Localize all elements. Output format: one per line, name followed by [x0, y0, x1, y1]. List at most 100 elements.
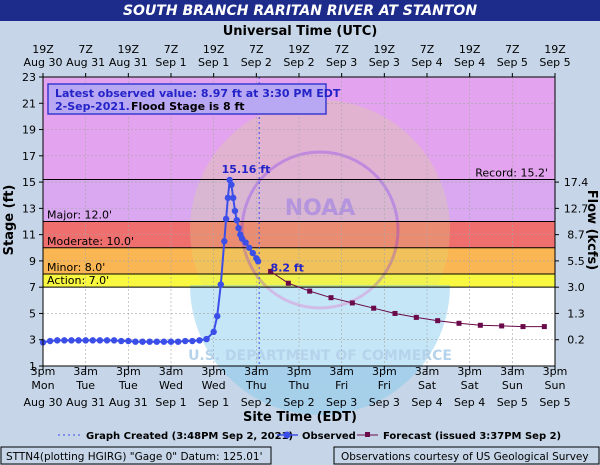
top-tick-time: 7Z: [420, 43, 435, 56]
observed-point: [224, 194, 232, 202]
observed-point: [222, 215, 230, 223]
bottom-tick-date: Sep 1: [155, 396, 186, 409]
right-axis-ticks: 0.2 1.3 3.0 5.5 8.7 12.7 17.4: [555, 176, 588, 347]
observed-point: [125, 337, 132, 345]
threshold-label: Action: 7.0': [47, 274, 109, 287]
bottom-tick-date: Sep 3: [369, 396, 400, 409]
info-latest-value: Latest observed value: 8.97 ft at 3:30 P…: [55, 87, 341, 100]
forecast-point: [307, 288, 313, 294]
observed-point: [217, 281, 224, 288]
observed-point: [167, 338, 175, 345]
observed-point: [153, 338, 160, 345]
forecast-point: [349, 300, 355, 306]
bottom-tick-time: 3pm: [287, 365, 312, 378]
bottom-tick-day: Mon: [31, 379, 54, 392]
threshold-label: Moderate: 10.0': [47, 235, 134, 248]
top-tick-time: 19Z: [544, 43, 566, 56]
legend-observed-swatch: [277, 431, 298, 439]
observed-point: [146, 338, 153, 345]
forecast-point: [520, 324, 526, 330]
left-tick-label: 5: [29, 307, 36, 320]
legend-forecast-swatch: [357, 432, 378, 437]
top-tick-time: 7Z: [249, 43, 264, 56]
bottom-tick-day: Sat: [418, 379, 437, 392]
footer: STTN4(plotting HGIRG) "Gage 0" Datum: 12…: [0, 446, 600, 465]
observed-point: [214, 312, 221, 320]
latest-value-box: Latest observed value: 8.97 ft at 3:30 P…: [47, 83, 341, 115]
left-tick-label: 17: [22, 150, 36, 163]
top-tick-date: Sep 3: [326, 56, 357, 69]
footer-datum: STTN4(plotting HGIRG) "Gage 0" Datum: 12…: [6, 451, 262, 463]
forecast-point: [268, 268, 274, 274]
chart-title: SOUTH BRANCH RARITAN RIVER AT STANTON: [123, 3, 477, 19]
bottom-tick-time: 3am: [500, 365, 524, 378]
bottom-tick-date: Sep 4: [454, 396, 485, 409]
info-box: [47, 83, 327, 115]
value-annotation: 15.16 ft: [222, 163, 271, 176]
threshold-labels: Record: 15.2' Major: 12.0' Moderate: 10.0'…: [47, 166, 548, 287]
noaa-watermark: NOAA U.S. DEPARTMENT OF COMMERCE: [188, 100, 452, 415]
bottom-tick-date: Aug 31: [66, 396, 105, 409]
value-annotation: 8.2 ft: [271, 261, 304, 274]
bottom-tick-day: Wed: [159, 379, 183, 392]
left-tick-label: 3: [29, 334, 36, 347]
observed-point: [230, 194, 237, 202]
watermark-inner-ring: [240, 150, 400, 310]
bottom-tick-day: Fri: [378, 379, 391, 392]
forecast-point: [477, 322, 483, 328]
annotations: 15.16 ft 8.2 ft: [222, 163, 304, 274]
observed-point: [182, 337, 189, 345]
forecast-point: [371, 305, 377, 311]
bottom-tick-day: Sun: [502, 379, 523, 392]
info-date: 2-Sep-2021.: [55, 100, 130, 113]
observed-point: [68, 337, 75, 344]
right-tick-label: 5.5: [567, 255, 585, 268]
top-tick-date: Sep 5: [539, 56, 570, 69]
legend-forecast-label: Forecast (issued 3:37PM Sep 2): [383, 431, 561, 442]
title-bar: [0, 0, 600, 21]
footer-left-box: [0, 446, 272, 465]
observed-point: [210, 328, 217, 336]
top-tick-date: Sep 2: [283, 56, 314, 69]
bottom-tick-day: Fri: [335, 379, 348, 392]
top-tick-date: Aug 31: [66, 56, 105, 69]
bottom-tick-date: Sep 5: [539, 396, 570, 409]
bottom-tick-time: 3pm: [372, 365, 397, 378]
right-tick-label: 8.7: [567, 229, 585, 242]
threshold-label: Minor: 8.0': [47, 261, 105, 274]
bottom-tick-date: Sep 2: [241, 396, 272, 409]
forecast-point: [435, 318, 441, 324]
bottom-tick-time: 3am: [73, 365, 97, 378]
top-tick-time: 19Z: [288, 43, 310, 56]
observed-point: [54, 337, 61, 344]
left-tick-label: 21: [22, 97, 36, 110]
bottom-tick-day: Thu: [288, 379, 310, 392]
observed-point: [203, 335, 210, 343]
threshold-label: Major: 12.0': [47, 209, 112, 222]
legend: Graph Created (3:48PM Sep 2, 2021) Obser…: [58, 431, 561, 442]
plot-area: NOAA U.S. DEPARTMENT OF COMMERCE Record:…: [39, 76, 556, 415]
observed-point: [196, 337, 203, 344]
forecast-point: [413, 314, 419, 320]
right-axis-title: Flow (kcfs): [584, 190, 599, 270]
left-tick-label: 19: [22, 124, 36, 137]
bottom-tick-date: Sep 3: [326, 396, 357, 409]
forecast-point: [456, 320, 462, 326]
observed-point: [82, 337, 89, 344]
top-tick-date: Sep 5: [497, 56, 528, 69]
right-tick-label: 0.2: [567, 334, 585, 347]
left-tick-label: 13: [22, 202, 36, 215]
left-tick-label: 1: [29, 360, 36, 373]
bottom-tick-time: 3am: [244, 365, 268, 378]
bottom-tick-day: Wed: [202, 379, 226, 392]
observed-point: [75, 337, 82, 344]
top-tick-date: Sep 3: [369, 56, 400, 69]
bottom-tick-time: 3pm: [116, 365, 141, 378]
observed-point: [246, 244, 253, 251]
observed-point: [103, 337, 111, 344]
bottom-axis-title: Site Time (EDT): [243, 410, 357, 425]
top-tick-time: 7Z: [334, 43, 349, 56]
